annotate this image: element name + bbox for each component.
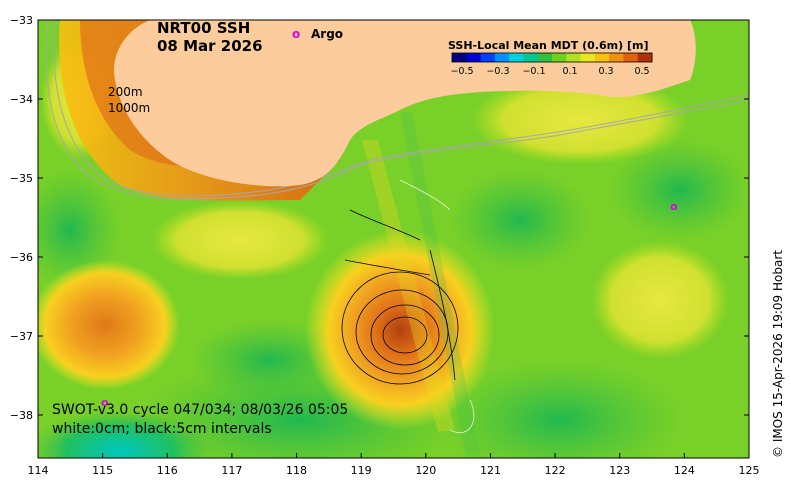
colorbar-tick-label: −0.3: [486, 66, 509, 77]
x-tick-label: 121: [480, 464, 501, 477]
isobath-label-200: 200m: [108, 85, 143, 99]
x-tick-label: 115: [92, 464, 113, 477]
colorbar-swatch: [480, 53, 496, 62]
colorbar: [451, 52, 653, 63]
y-tick-label: −34: [10, 93, 33, 106]
x-tick-label: 119: [351, 464, 372, 477]
y-axis: −33 −34 −35 −36 −37 −38: [10, 14, 749, 422]
svg-text:o: o: [101, 396, 109, 409]
colorbar-swatch: [566, 53, 582, 62]
map-title-line2: 08 Mar 2026: [157, 37, 263, 55]
x-tick-label: 117: [221, 464, 242, 477]
x-tick-label: 114: [28, 464, 49, 477]
colorbar-swatch: [623, 53, 639, 62]
colorbar-swatch: [494, 53, 510, 62]
colorbar-frame: [451, 52, 653, 63]
swot-contours: [341, 209, 459, 385]
x-axis: 114 115 116 117 118 119 120 121 122 123 124 125: [28, 453, 760, 477]
plot-frame: [37, 19, 750, 459]
colorbar-tick-label: −0.5: [450, 66, 473, 77]
map-title-line1: NRT00 SSH: [157, 19, 250, 37]
colorbar-swatch: [552, 53, 567, 62]
y-tick-label: −33: [10, 14, 33, 27]
x-tick-label: 118: [286, 464, 307, 477]
svg-text:o: o: [670, 200, 678, 213]
y-tick-label: −37: [10, 330, 33, 343]
x-tick-label: 124: [674, 464, 695, 477]
y-tick-label: −38: [10, 409, 33, 422]
colorbar-swatch: [523, 53, 539, 62]
colorbar-swatch: [509, 53, 524, 62]
x-tick-label: 125: [739, 464, 760, 477]
x-tick-label: 123: [609, 464, 630, 477]
argo-legend-label: Argo: [311, 27, 343, 41]
x-tick-label: 122: [545, 464, 566, 477]
isobath-lines: [45, 20, 749, 200]
colorbar-swatch: [637, 53, 653, 62]
colorbar-ticks: −0.5 −0.3 −0.1 0.1 0.3 0.5: [450, 66, 649, 77]
colorbar-swatch: [609, 53, 624, 62]
colorbar-title: SSH-Local Mean MDT (0.6m) [m]: [448, 39, 648, 52]
colorbar-swatch: [452, 53, 467, 62]
isobath-label-1000: 1000m: [108, 101, 150, 115]
colorbar-tick-label: 0.1: [562, 66, 577, 77]
colorbar-tick-label: 0.3: [598, 66, 613, 77]
y-tick-label: −35: [10, 172, 33, 185]
colorbar-swatch: [466, 53, 482, 62]
y-tick-label: −36: [10, 251, 33, 264]
x-tick-label: 116: [157, 464, 178, 477]
colorbar-tick-label: −0.1: [522, 66, 545, 77]
swot-note-line2: white:0cm; black:5cm intervals: [52, 421, 272, 437]
x-tick-label: 120: [415, 464, 436, 477]
colorbar-swatch: [537, 53, 553, 62]
credit-text: © IMOS 15-Apr-2026 19:09 Hobart: [771, 250, 785, 458]
colorbar-tick-label: 0.5: [634, 66, 649, 77]
argo-floats: o o: [101, 200, 678, 409]
argo-legend-marker: o: [292, 27, 300, 41]
colorbar-swatch: [580, 53, 596, 62]
colorbar-swatch: [594, 53, 610, 62]
swot-note-line1: SWOT-v3.0 cycle 047/034; 08/03/26 05:05: [52, 402, 348, 418]
